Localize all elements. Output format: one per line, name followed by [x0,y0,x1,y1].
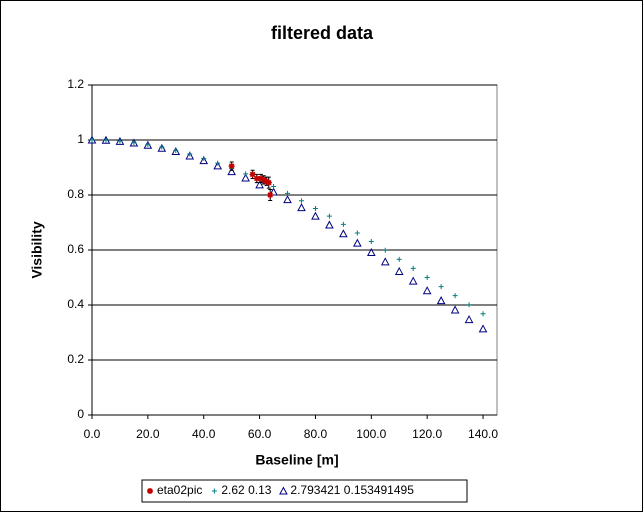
plus-marker [131,140,137,146]
triangle-marker [380,257,390,266]
star-marker [253,175,260,182]
triangle-marker [464,315,474,324]
x-axis-label: Baseline [m] [255,452,338,468]
plus-marker [354,230,360,236]
triangle-marker [394,266,404,275]
triangle-marker [227,167,236,176]
triangle-marker [213,161,223,170]
legend-label: eta02pic [157,483,202,497]
plus-marker [396,256,402,262]
plus-marker [368,238,374,244]
plus-marker [340,221,346,227]
x-tick-label: 140.0 [468,427,498,441]
triangle-marker [353,238,362,247]
x-tick-label: 80.0 [304,427,328,441]
y-tick-label: 1 [77,132,84,146]
y-tick-label: 1.2 [67,77,84,91]
triangle-marker [255,180,264,189]
y-tick-label: 0.6 [67,242,84,256]
plus-marker [326,213,332,219]
x-tick-label: 20.0 [136,427,160,441]
triangle-marker [199,156,209,165]
y-tick-label: 0 [77,407,84,421]
plus-marker [271,183,277,189]
plus-marker [466,302,472,308]
star-marker [147,488,153,494]
triangle-marker [279,486,288,495]
triangle-marker [157,143,167,152]
plus-marker [103,137,109,143]
x-tick-label: 100.0 [356,427,386,441]
triangle-marker [436,296,446,305]
y-tick-label: 0.4 [67,297,84,311]
plus-marker [285,190,291,196]
triangle-marker [422,286,432,295]
x-tick-label: 40.0 [192,427,216,441]
triangle-marker [450,305,460,314]
y-axis-label: Visibility [29,221,45,279]
triangle-marker [283,195,292,204]
legend-box [141,479,468,503]
y-tick-label: 0.2 [67,352,84,366]
star-marker [265,179,272,186]
star-marker [260,176,267,183]
plus-marker [201,155,207,161]
chart-title: filtered data [271,23,374,43]
plus-marker [187,151,193,157]
plus-marker [211,488,217,494]
triangle-marker [297,203,306,212]
plus-marker [480,311,486,317]
plus-marker [243,171,249,177]
plus-marker [159,144,165,150]
triangle-marker [366,247,376,256]
triangle-marker [185,151,195,160]
x-tick-label: 120.0 [412,427,442,441]
plus-marker [215,160,221,166]
star-marker [249,171,256,178]
plus-marker [438,284,444,290]
plus-marker [452,293,458,299]
x-tick-label: 0.0 [84,427,101,441]
star-marker [228,163,235,170]
plus-marker [312,205,318,211]
legend-label: 2.62 0.13 [221,483,271,497]
triangle-marker [325,220,334,229]
star-marker [257,175,264,182]
x-tick-label: 60.0 [248,427,272,441]
plus-marker [410,265,416,271]
plus-marker [173,147,179,153]
plus-marker [424,275,430,280]
star-marker [267,192,274,198]
plus-marker [117,138,123,144]
triangle-marker [241,173,250,182]
triangle-marker [269,187,278,196]
triangle-marker [339,229,348,238]
triangle-marker [478,324,488,333]
triangle-marker [311,211,320,220]
triangle-marker [408,276,418,285]
plus-marker [89,137,95,143]
legend-label: 2.793421 0.153491495 [290,483,414,497]
y-tick-label: 0.8 [67,187,84,201]
plus-marker [382,247,388,253]
plus-marker [145,142,151,148]
triangle-marker [171,146,181,156]
plus-marker [298,198,304,204]
